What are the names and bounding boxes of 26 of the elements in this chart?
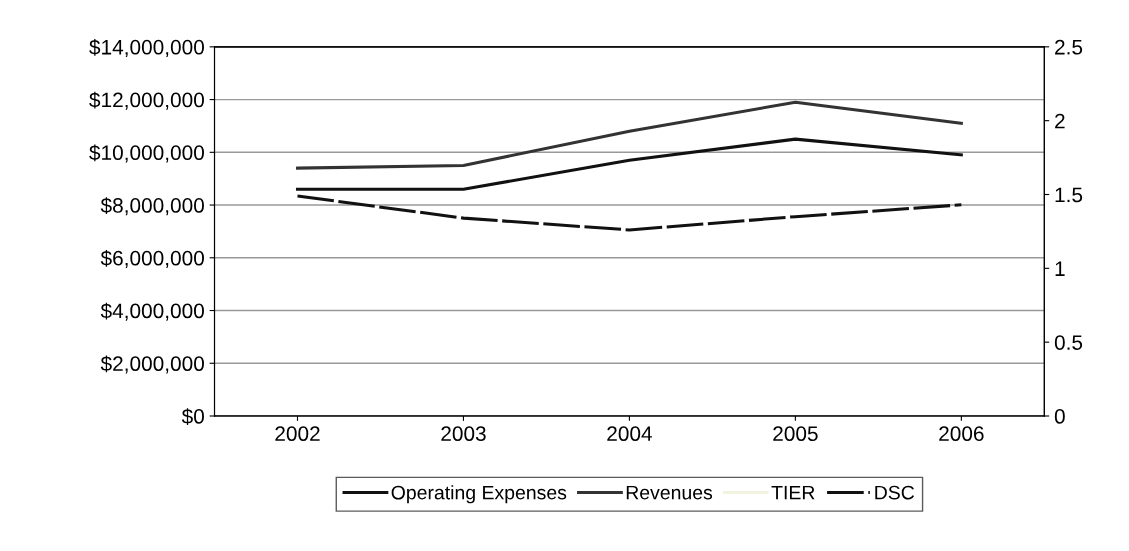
y-tick-label: $8,000,000 xyxy=(100,197,204,216)
y2-tick-label: 1 xyxy=(1055,261,1065,276)
y2-tick-label: 1.5 xyxy=(1055,187,1083,203)
y-tick-label: $6,000,000 xyxy=(100,249,204,268)
y2-tick-label: 2 xyxy=(1055,113,1065,129)
legend-label: DSC xyxy=(875,485,915,500)
y-tick-label: $4,000,000 xyxy=(100,302,204,321)
x-tick-label: 2005 xyxy=(773,426,818,442)
legend-label: Operating Expenses xyxy=(391,485,567,504)
x-tick-label: 2002 xyxy=(275,426,320,442)
y-tick-label: $12,000,000 xyxy=(89,91,204,110)
y-tick-label: $14,000,000 xyxy=(89,38,204,58)
y-tick-label: $2,000,000 xyxy=(100,355,204,374)
x-tick-label: 2003 xyxy=(441,426,486,442)
y-tick-label: $10,000,000 xyxy=(89,144,204,163)
y2-tick-label: 0 xyxy=(1054,409,1065,424)
line-series xyxy=(295,194,963,232)
y2-tick-label: 0.5 xyxy=(1054,335,1083,350)
line-series xyxy=(295,100,963,170)
legend-label: Revenues xyxy=(626,485,713,500)
x-tick-label: 2004 xyxy=(607,426,652,442)
x-tick-label: 2006 xyxy=(939,426,984,442)
legend-label: TIER xyxy=(771,485,815,500)
y-tick-label: $0 xyxy=(181,408,204,425)
y2-tick-label: 2.5 xyxy=(1055,39,1083,55)
line-series xyxy=(295,137,963,191)
